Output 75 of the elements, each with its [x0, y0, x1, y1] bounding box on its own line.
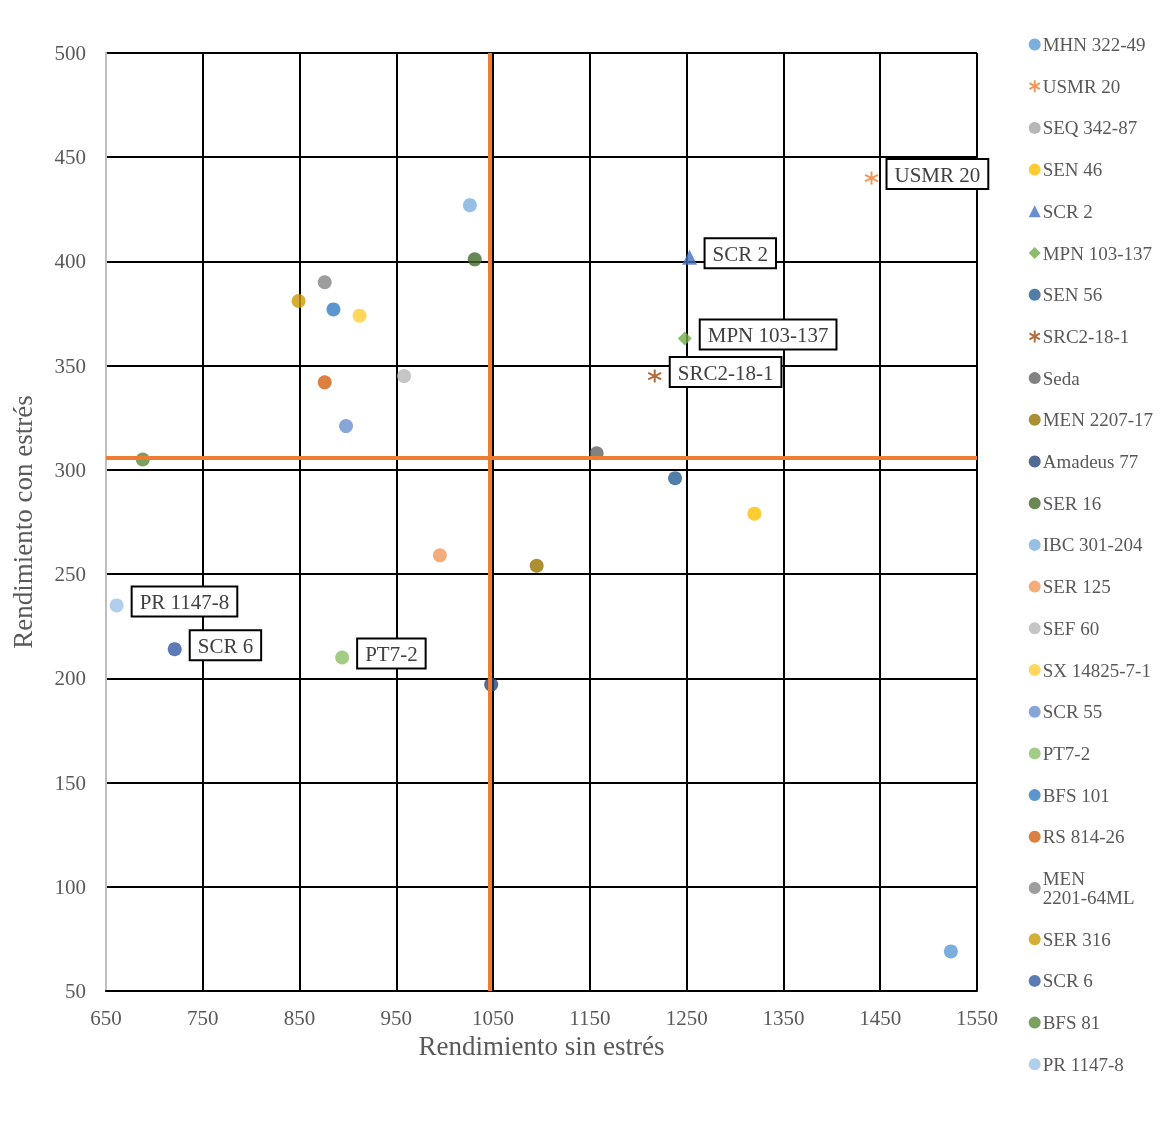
- legend-label: USMR 20: [1042, 75, 1121, 97]
- legend-label: SCR 55: [1042, 701, 1103, 723]
- point: [291, 294, 306, 309]
- legend-label: SER 125: [1042, 576, 1111, 598]
- y-tick-label: 350: [54, 353, 86, 378]
- point: [352, 308, 367, 323]
- legend-label: Seda: [1042, 367, 1081, 389]
- point: [326, 302, 341, 317]
- x-tick-label: 1350: [762, 1005, 805, 1030]
- x-tick-label: 850: [283, 1005, 316, 1030]
- legend-label: SER 316: [1042, 928, 1111, 950]
- annotation: SCR 2: [712, 241, 769, 266]
- legend-label: SEN 46: [1042, 159, 1103, 181]
- point: [462, 198, 477, 213]
- y-tick-label: 450: [54, 145, 86, 170]
- legend-label: MPN 103-137: [1042, 242, 1152, 264]
- legend-label: SX 14825-7-1: [1042, 659, 1151, 681]
- point: [335, 650, 350, 665]
- legend-label: MEN 2201-64ML: [1042, 868, 1135, 908]
- x-tick-label: 1150: [569, 1005, 611, 1030]
- annotation: PT7-2: [365, 641, 418, 666]
- annotation: SCR 6: [197, 633, 254, 658]
- y-tick-label: 100: [54, 874, 86, 899]
- legend-label: SEQ 342-87: [1042, 117, 1138, 139]
- legend-label: Amadeus 77: [1042, 451, 1139, 472]
- legend-label: SCR 2: [1042, 200, 1093, 222]
- y-axis-title: Rendimiento con estrés: [7, 395, 38, 649]
- x-tick-label: 1250: [665, 1005, 708, 1030]
- y-tick-label: 300: [54, 457, 86, 482]
- point: [668, 471, 683, 486]
- point: [747, 506, 762, 521]
- legend-label: IBC 301-204: [1042, 534, 1143, 556]
- x-tick-label: 1550: [956, 1005, 998, 1030]
- point: [529, 558, 544, 573]
- y-tick-label: 200: [54, 666, 86, 691]
- legend-label: PT7-2: [1042, 742, 1091, 764]
- point: [864, 170, 880, 186]
- legend-label: SEF 60: [1042, 617, 1100, 639]
- legend-label: MEN 2207-17: [1042, 409, 1154, 431]
- point: [317, 275, 332, 290]
- y-tick-label: 400: [54, 249, 86, 274]
- y-tick-label: 500: [54, 41, 86, 65]
- annotation: SRC2-18-1: [677, 360, 774, 385]
- legend-label: BFS 81: [1042, 1012, 1101, 1034]
- x-tick-label: 750: [187, 1005, 219, 1030]
- point: [677, 331, 692, 346]
- x-tick-label: 950: [380, 1005, 413, 1030]
- point: [339, 419, 354, 434]
- point: [167, 642, 182, 657]
- legend-label: SCR 6: [1042, 970, 1093, 992]
- legend-label: SEN 56: [1042, 284, 1103, 306]
- legend-label: PR 1147-8: [1042, 1053, 1124, 1075]
- point: [397, 369, 412, 384]
- x-tick-label: 1450: [859, 1005, 902, 1030]
- x-tick-label: 1050: [472, 1005, 515, 1030]
- y-tick-label: 150: [54, 770, 86, 795]
- legend-label: SER 16: [1042, 492, 1102, 514]
- point: [109, 598, 124, 613]
- annotation: USMR 20: [894, 162, 981, 187]
- point: [943, 944, 958, 959]
- annotation: MPN 103-137: [707, 323, 829, 348]
- y-tick-label: 50: [65, 979, 86, 1003]
- point: [467, 252, 482, 267]
- point: [317, 375, 332, 390]
- annotation: PR 1147-8: [139, 589, 230, 614]
- legend-label: SRC2-18-1: [1042, 325, 1130, 347]
- legend-label: BFS 101: [1042, 784, 1110, 806]
- point: [647, 368, 663, 384]
- point: [432, 548, 447, 563]
- legend-label: RS 814-26: [1042, 826, 1125, 848]
- y-tick-label: 250: [54, 562, 86, 587]
- point: [682, 249, 698, 265]
- x-tick-label: 650: [90, 1005, 122, 1030]
- x-axis-title: Rendimiento sin estrés: [418, 1031, 665, 1062]
- legend-label: MHN 322-49: [1042, 34, 1146, 55]
